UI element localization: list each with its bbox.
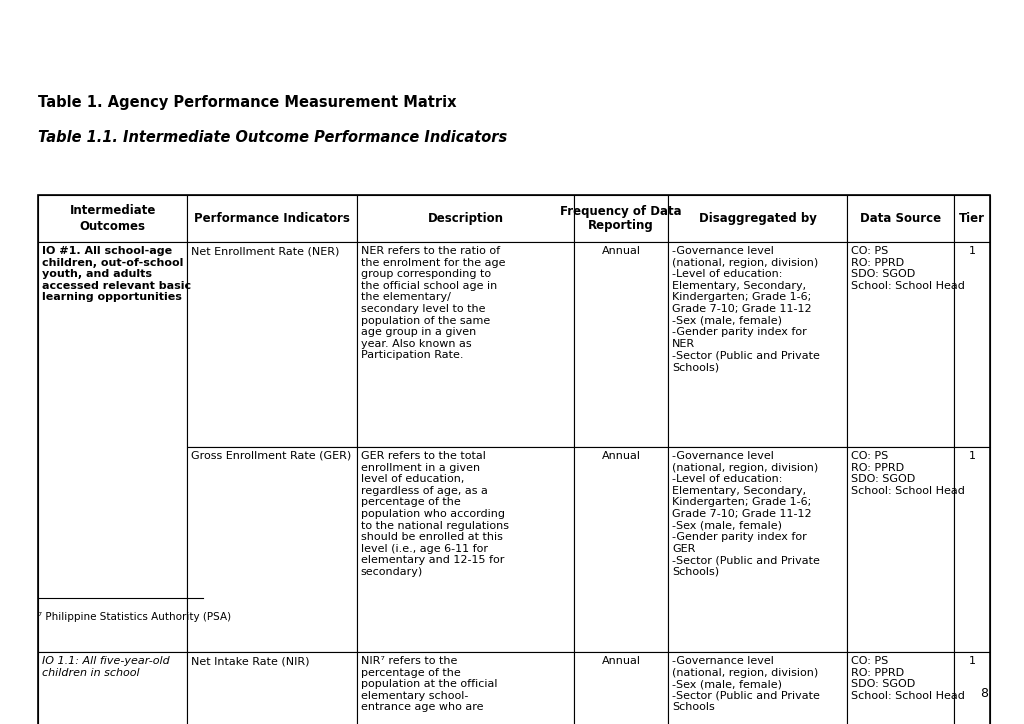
Text: ⁷ Philippine Statistics Authority (PSA): ⁷ Philippine Statistics Authority (PSA) [38,612,231,622]
Text: Net Intake Rate (NIR): Net Intake Rate (NIR) [191,656,310,666]
Bar [669,242,847,447]
Bar [38,652,187,724]
Bar [953,652,990,724]
Bar [847,652,953,724]
Bar [953,242,990,447]
Bar [669,652,847,724]
Text: Data Source: Data Source [860,212,941,225]
Bar [187,447,357,652]
Text: CO: PS
RO: PPRD
SDO: SGOD
School: School Head: CO: PS RO: PPRD SDO: SGOD School: School… [851,656,965,701]
Text: Table 1.1. Intermediate Outcome Performance Indicators: Table 1.1. Intermediate Outcome Performa… [38,130,507,145]
Text: NIR⁷ refers to the
percentage of the
population at the official
elementary schoo: NIR⁷ refers to the percentage of the pop… [360,656,498,712]
Bar [847,242,953,447]
Bar [574,242,669,447]
Bar [187,195,357,242]
Text: Net Enrollment Rate (NER): Net Enrollment Rate (NER) [191,246,340,256]
Bar [669,195,847,242]
Text: Gross Enrollment Rate (GER): Gross Enrollment Rate (GER) [191,451,351,461]
Bar [574,195,669,242]
Text: 1: 1 [969,246,976,256]
Bar [574,447,669,652]
Text: -Governance level
(national, region, division)
-Sex (male, female)
-Sector (Publ: -Governance level (national, region, div… [672,656,820,712]
Bar [669,447,847,652]
Text: 1: 1 [969,656,976,666]
Text: Intermediate
Outcomes: Intermediate Outcomes [70,204,156,232]
Bar [187,242,357,447]
Text: IO #1. All school-age
children, out-of-school
youth, and adults
accessed relevan: IO #1. All school-age children, out-of-s… [42,246,191,303]
Bar [357,447,574,652]
Bar [574,652,669,724]
Text: Tier: Tier [958,212,985,225]
Bar [38,242,187,652]
Bar [357,242,574,447]
Bar [38,195,990,724]
Bar [847,195,953,242]
Text: GER refers to the total
enrollment in a given
level of education,
regardless of : GER refers to the total enrollment in a … [360,451,509,577]
Bar [953,447,990,652]
Text: Annual: Annual [602,451,641,461]
Bar [187,652,357,724]
Text: Description: Description [427,212,504,225]
Text: Performance Indicators: Performance Indicators [195,212,350,225]
Text: Table 1. Agency Performance Measurement Matrix: Table 1. Agency Performance Measurement … [38,95,457,110]
Text: CO: PS
RO: PPRD
SDO: SGOD
School: School Head: CO: PS RO: PPRD SDO: SGOD School: School… [851,451,965,496]
Text: -Governance level
(national, region, division)
-Level of education:
Elementary, : -Governance level (national, region, div… [672,246,820,372]
Text: -Governance level
(national, region, division)
-Level of education:
Elementary, : -Governance level (national, region, div… [672,451,820,577]
Bar [38,195,187,242]
Text: IO 1.1: All five-year-old
children in school: IO 1.1: All five-year-old children in sc… [42,656,170,678]
Text: 1: 1 [969,451,976,461]
Text: Annual: Annual [602,246,641,256]
Text: NER refers to the ratio of
the enrolment for the age
group corresponding to
the : NER refers to the ratio of the enrolment… [360,246,506,361]
Bar [847,447,953,652]
Text: CO: PS
RO: PPRD
SDO: SGOD
School: School Head: CO: PS RO: PPRD SDO: SGOD School: School… [851,246,965,291]
Text: Disaggregated by: Disaggregated by [698,212,817,225]
Bar [357,652,574,724]
Text: 8: 8 [980,687,988,700]
Text: Frequency of Data
Reporting: Frequency of Data Reporting [560,204,682,232]
Text: Annual: Annual [602,656,641,666]
Bar [953,195,990,242]
Bar [357,195,574,242]
